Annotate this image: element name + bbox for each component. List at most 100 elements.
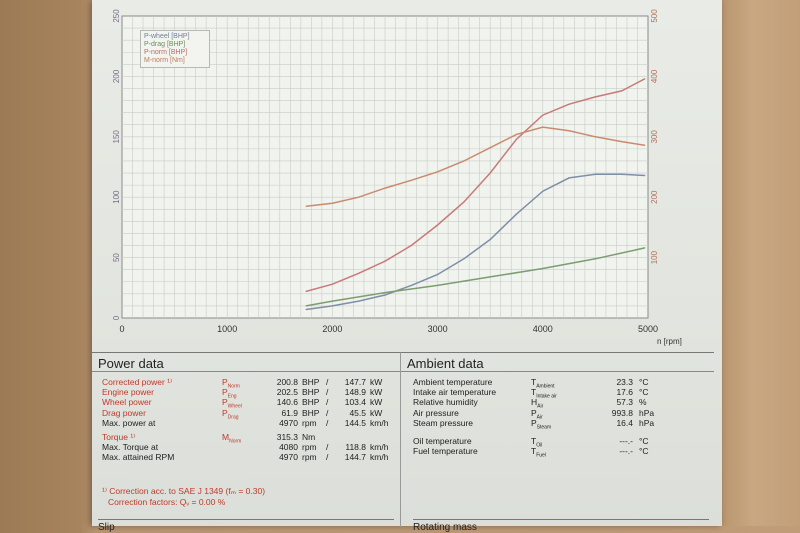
power-data-panel: Power data Corrected power ¹⁾ PNorm 200.8 B… xyxy=(92,352,401,533)
data-point xyxy=(437,273,439,276)
data-point xyxy=(644,144,646,146)
data-point xyxy=(358,196,360,198)
power-value: 315.3 xyxy=(276,432,298,442)
separator: / xyxy=(326,417,329,428)
data-point xyxy=(515,138,518,140)
data-point xyxy=(331,305,333,307)
data-point xyxy=(489,238,491,241)
power-row: Wheel power PWheel 140.6 BHP / 103.4 kW xyxy=(102,397,392,411)
data-point xyxy=(568,177,570,179)
separator: / xyxy=(326,442,329,453)
ambient-symbol: PAir xyxy=(531,407,543,421)
power-value-secondary: 147.7 xyxy=(344,377,366,387)
ambient-value: 16.4 xyxy=(616,417,633,428)
ambient-symbol: TIntake air xyxy=(531,387,557,400)
data-point xyxy=(463,258,465,260)
separator: / xyxy=(326,397,329,408)
ambient-label: Steam pressure xyxy=(413,417,473,428)
power-value: 61.9 xyxy=(281,407,298,418)
power-row: Drag power PDrag 61.9 BHP / 45.5 kW xyxy=(102,407,392,421)
y-left-tick-label: 0 xyxy=(112,315,121,320)
power-value-secondary: 45.5 xyxy=(349,407,366,418)
data-point xyxy=(594,173,597,175)
x-tick-label: 1000 xyxy=(217,324,237,334)
ambient-value: 23.3 xyxy=(616,377,633,387)
legend-entry-m-norm: M-norm [Nm] xyxy=(144,57,185,64)
ambient-value: 993.8 xyxy=(611,407,633,418)
data-point xyxy=(568,130,570,132)
chart-legend: P-wheel [BHP] P-drag [BHP] P-norm [BHP] … xyxy=(140,30,210,68)
data-point xyxy=(384,292,386,294)
ambient-label: Ambient temperature xyxy=(413,377,493,387)
power-row: Max. attained RPM 4970 rpm / 144.7 km/h xyxy=(102,452,392,462)
x-axis-label: n [rpm] xyxy=(657,337,682,346)
ambient-label: Intake air temperature xyxy=(413,387,497,398)
data-point xyxy=(410,244,412,247)
legend-entry-p-drag: P-drag [BHP] xyxy=(144,41,186,48)
data-point xyxy=(515,133,518,135)
separator: / xyxy=(326,387,329,398)
ambient-symbol: TOil xyxy=(531,436,543,449)
data-point xyxy=(644,247,646,249)
correction-factors: Correction factors: Qᵥ = 0.00 % xyxy=(108,497,226,507)
ambient-unit: hPa xyxy=(639,407,655,418)
series-line-0 xyxy=(305,173,645,311)
data-point xyxy=(384,294,386,296)
power-symbol: PWheel xyxy=(222,397,242,411)
data-point xyxy=(384,187,386,189)
power-value-secondary: 144.7 xyxy=(344,452,366,463)
data-point xyxy=(542,126,544,128)
ambient-value: 57.3 xyxy=(616,397,633,408)
power-unit: rpm xyxy=(302,442,317,453)
power-label: Corrected power ¹⁾ xyxy=(102,377,173,387)
data-point xyxy=(594,136,597,138)
data-point xyxy=(331,283,333,285)
power-label: Engine power xyxy=(102,387,154,398)
data-point xyxy=(305,308,307,311)
power-row: Max. power at 4970 rpm / 144.5 km/h xyxy=(102,418,392,428)
data-point xyxy=(305,205,307,207)
data-point xyxy=(489,147,491,149)
ambient-row: Steam pressure PSteam 16.4 hPa xyxy=(413,417,703,431)
data-point xyxy=(542,190,544,192)
data-point xyxy=(644,78,646,80)
power-value-secondary: 148.9 xyxy=(344,387,366,398)
y-left-tick-label: 100 xyxy=(112,190,121,204)
ambient-row: Relative humidity HAir 57.3% xyxy=(413,397,703,410)
power-unit-secondary: km/h xyxy=(370,452,389,463)
power-unit: rpm xyxy=(302,417,317,428)
ambient-label: Oil temperature xyxy=(413,436,472,446)
ambient-data-title: Ambient data xyxy=(401,353,714,372)
power-value-secondary: 118.8 xyxy=(345,442,366,453)
power-unit: Nm xyxy=(302,432,316,442)
ambient-unit: °C xyxy=(639,377,649,387)
separator: / xyxy=(326,407,329,418)
data-point xyxy=(621,173,623,175)
legend-entry-p-norm: P-norm [BHP] xyxy=(144,49,188,56)
x-tick-label: 2000 xyxy=(322,324,342,334)
power-value: 202.5 xyxy=(276,387,298,398)
data-point xyxy=(358,272,360,274)
power-unit: BHP xyxy=(302,377,320,387)
data-point xyxy=(489,172,491,174)
power-unit-secondary: kW xyxy=(370,387,383,398)
data-point xyxy=(594,258,597,260)
power-label: Max. power at xyxy=(102,417,156,428)
power-value-secondary: 144.5 xyxy=(344,417,366,428)
data-point xyxy=(463,201,465,203)
separator: / xyxy=(326,452,329,463)
data-point xyxy=(437,224,439,226)
data-point xyxy=(542,114,544,116)
x-tick-label: 0 xyxy=(119,324,124,334)
ambient-data-panel: Ambient data Ambient temperature TAmbient… xyxy=(401,352,714,533)
correction-footnote: ¹⁾ Correction acc. to SAE J 1349 (fₘ = 0… xyxy=(102,486,266,496)
ambient-label: Air pressure xyxy=(413,407,459,418)
power-label: Wheel power xyxy=(102,397,152,408)
y-right-tick-label: 300 xyxy=(650,130,659,144)
y-right-tick-label: 200 xyxy=(650,190,659,204)
ambient-label: Fuel temperature xyxy=(413,446,478,457)
y-left-tick-label: 200 xyxy=(112,69,121,83)
ambient-unit: °C xyxy=(639,387,649,398)
power-label: Max. Torque at xyxy=(102,442,159,453)
data-point xyxy=(305,290,307,292)
